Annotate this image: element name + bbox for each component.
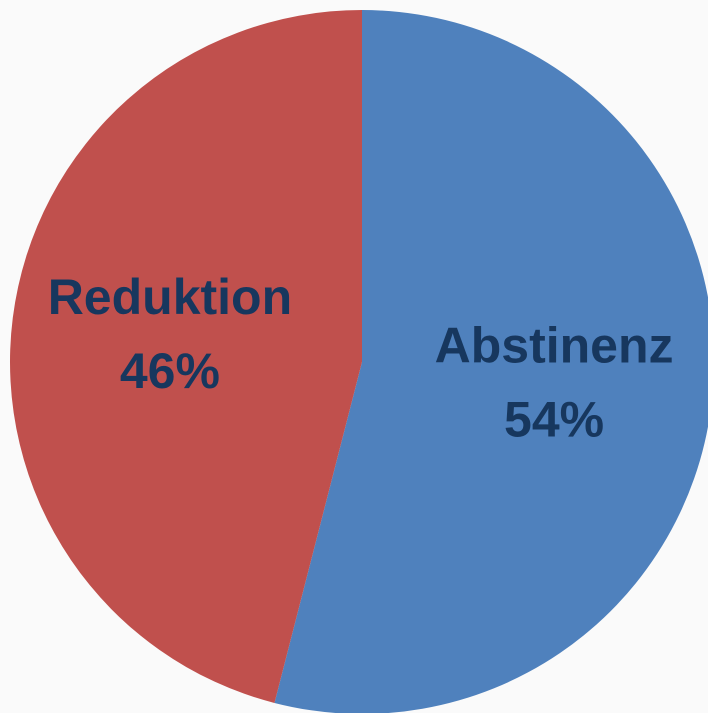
slice-label: Reduktion — [48, 269, 292, 325]
slice-label: Abstinenz — [435, 317, 674, 373]
pie-slice — [9, 10, 363, 703]
pie-slice — [274, 10, 708, 713]
slice-value-label: 46% — [120, 343, 220, 399]
slice-value-label: 54% — [504, 391, 604, 447]
